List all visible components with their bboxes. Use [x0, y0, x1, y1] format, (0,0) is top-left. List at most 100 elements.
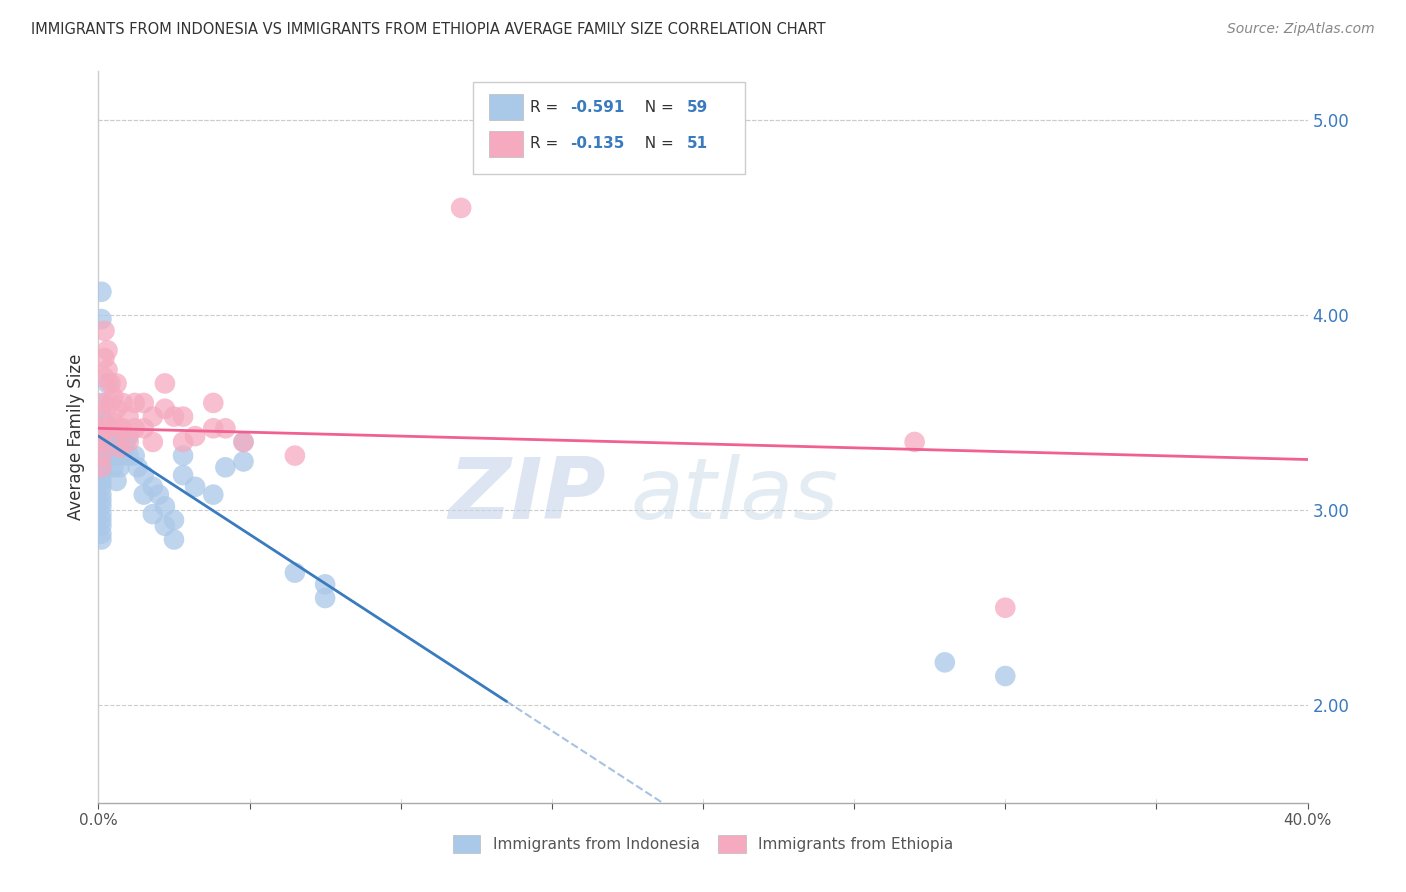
- Point: [153, 500, 176, 514]
- Point: [314, 577, 336, 591]
- Point: [105, 401, 128, 416]
- Point: [90, 507, 112, 521]
- Y-axis label: Average Family Size: Average Family Size: [66, 354, 84, 520]
- Point: [100, 396, 122, 410]
- Point: [214, 460, 236, 475]
- Point: [90, 460, 112, 475]
- Point: [90, 460, 112, 475]
- Text: 59: 59: [688, 100, 709, 115]
- Point: [93, 324, 115, 338]
- Point: [232, 434, 254, 449]
- Point: [100, 421, 122, 435]
- Point: [232, 434, 254, 449]
- Point: [124, 449, 146, 463]
- Point: [202, 488, 225, 502]
- Point: [90, 429, 112, 443]
- Point: [90, 513, 112, 527]
- Point: [90, 526, 112, 541]
- Point: [114, 434, 136, 449]
- Text: R =: R =: [530, 100, 564, 115]
- Point: [90, 488, 112, 502]
- Text: IMMIGRANTS FROM INDONESIA VS IMMIGRANTS FROM ETHIOPIA AVERAGE FAMILY SIZE CORREL: IMMIGRANTS FROM INDONESIA VS IMMIGRANTS …: [31, 22, 825, 37]
- Point: [93, 416, 115, 430]
- Point: [184, 429, 207, 443]
- Point: [132, 421, 155, 435]
- Point: [93, 370, 115, 384]
- Point: [127, 460, 149, 475]
- Point: [172, 449, 194, 463]
- Text: Source: ZipAtlas.com: Source: ZipAtlas.com: [1227, 22, 1375, 37]
- Point: [124, 396, 146, 410]
- Point: [202, 396, 225, 410]
- Point: [118, 429, 141, 443]
- Point: [132, 468, 155, 483]
- Point: [163, 409, 186, 424]
- Point: [90, 396, 112, 410]
- Point: [132, 396, 155, 410]
- Point: [90, 285, 112, 299]
- Point: [284, 566, 307, 580]
- Point: [184, 480, 207, 494]
- Point: [172, 409, 194, 424]
- Point: [284, 449, 307, 463]
- Point: [172, 468, 194, 483]
- Point: [90, 429, 112, 443]
- Point: [994, 600, 1017, 615]
- Point: [103, 460, 125, 475]
- Point: [100, 376, 122, 391]
- FancyBboxPatch shape: [489, 130, 523, 157]
- Point: [90, 312, 112, 326]
- Point: [90, 421, 112, 435]
- Point: [90, 480, 112, 494]
- Point: [994, 669, 1017, 683]
- Point: [90, 409, 112, 424]
- Point: [148, 488, 170, 502]
- Point: [214, 421, 236, 435]
- Text: -0.591: -0.591: [569, 100, 624, 115]
- Point: [93, 396, 115, 410]
- Text: R =: R =: [530, 136, 564, 152]
- Point: [90, 421, 112, 435]
- Point: [96, 376, 118, 391]
- Point: [108, 441, 131, 455]
- Point: [314, 591, 336, 605]
- Point: [100, 449, 122, 463]
- Point: [172, 434, 194, 449]
- Point: [108, 460, 131, 475]
- Point: [90, 518, 112, 533]
- Point: [96, 429, 118, 443]
- Text: 51: 51: [688, 136, 709, 152]
- Point: [90, 474, 112, 488]
- Point: [105, 449, 128, 463]
- Text: -0.135: -0.135: [569, 136, 624, 152]
- Text: atlas: atlas: [630, 454, 838, 537]
- Point: [90, 493, 112, 508]
- Point: [103, 416, 125, 430]
- Text: N =: N =: [636, 136, 679, 152]
- Point: [90, 434, 112, 449]
- Point: [934, 656, 956, 670]
- Point: [90, 449, 112, 463]
- Point: [108, 421, 131, 435]
- Point: [90, 441, 112, 455]
- Text: N =: N =: [636, 100, 679, 115]
- Point: [93, 434, 115, 449]
- Point: [90, 468, 112, 483]
- Point: [90, 409, 112, 424]
- Point: [96, 363, 118, 377]
- Point: [96, 343, 118, 358]
- Point: [153, 518, 176, 533]
- Point: [118, 449, 141, 463]
- Point: [904, 434, 927, 449]
- Point: [90, 454, 112, 468]
- Point: [142, 507, 165, 521]
- Point: [450, 201, 472, 215]
- Point: [90, 449, 112, 463]
- Point: [142, 409, 165, 424]
- Point: [103, 434, 125, 449]
- Point: [111, 396, 134, 410]
- Point: [93, 351, 115, 365]
- Point: [153, 376, 176, 391]
- Point: [202, 421, 225, 435]
- Point: [105, 474, 128, 488]
